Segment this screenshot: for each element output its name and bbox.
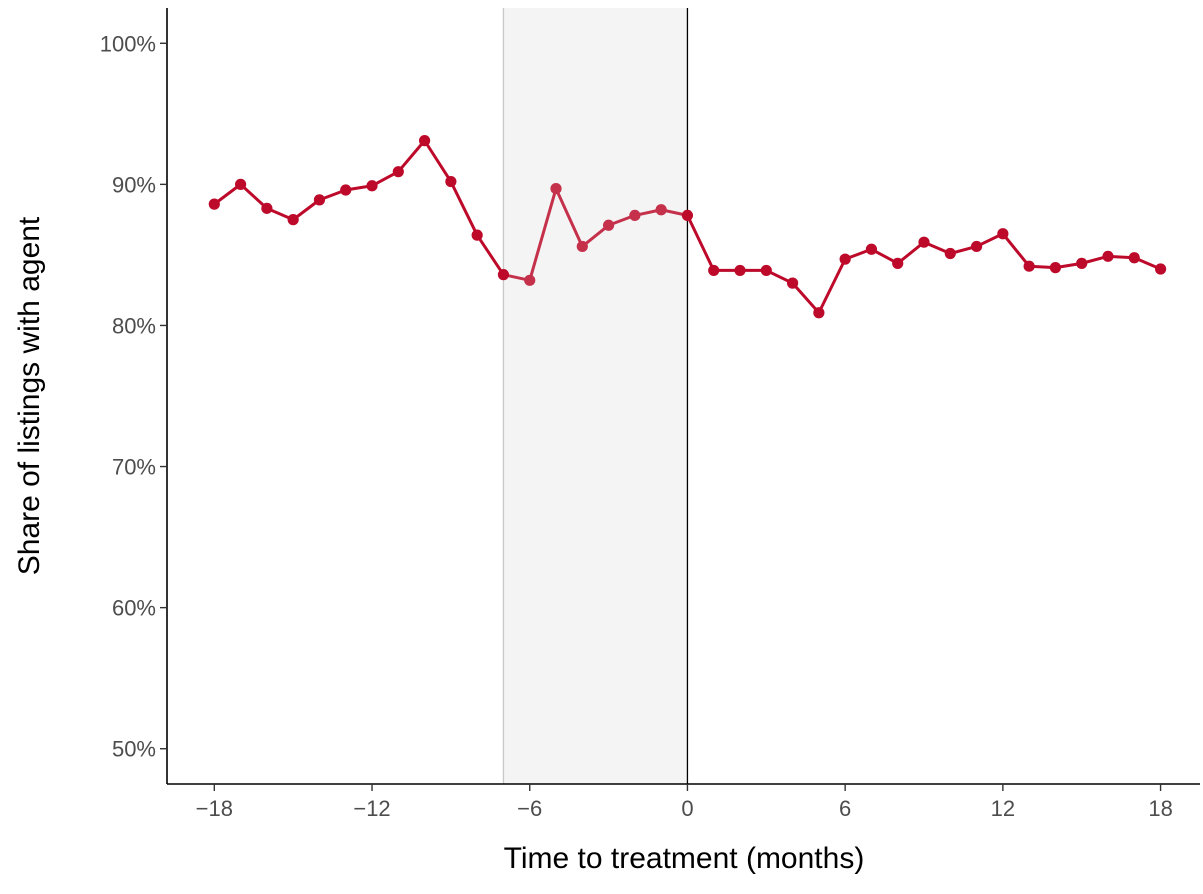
data-point xyxy=(786,277,799,289)
data-point xyxy=(892,257,904,269)
series-segment xyxy=(791,281,821,315)
series-layer xyxy=(208,135,1167,319)
data-point xyxy=(1049,262,1062,274)
series-segment xyxy=(423,139,453,184)
data-point xyxy=(234,178,247,190)
data-point xyxy=(918,236,930,248)
y-tick-label: 70% xyxy=(112,455,156,480)
data-point xyxy=(445,175,457,188)
x-tick-label: 0 xyxy=(681,796,693,821)
x-tick-label: −12 xyxy=(353,796,390,821)
x-tick-label: −6 xyxy=(517,796,542,821)
data-point xyxy=(708,264,720,277)
data-point xyxy=(418,135,431,147)
data-point xyxy=(1076,257,1088,269)
data-point xyxy=(997,228,1009,240)
x-tick-label: 18 xyxy=(1148,796,1172,821)
data-point xyxy=(760,264,772,277)
data-point xyxy=(497,269,510,281)
data-point xyxy=(865,243,878,255)
x-tick-label: −18 xyxy=(196,796,233,821)
data-point xyxy=(471,229,483,241)
series-segment xyxy=(239,182,269,210)
data-point xyxy=(550,182,562,195)
series-segment xyxy=(580,223,611,248)
data-point xyxy=(208,198,220,210)
data-point xyxy=(655,204,667,216)
data-point xyxy=(313,194,326,206)
y-tick-label: 100% xyxy=(100,31,156,56)
data-point xyxy=(340,184,352,196)
series-segment xyxy=(554,187,584,248)
data-point xyxy=(366,180,378,192)
data-point xyxy=(629,209,641,222)
data-point xyxy=(524,274,536,286)
y-tick-label: 90% xyxy=(112,172,156,197)
data-point xyxy=(839,253,851,265)
x-axis-title: Time to treatment (months) xyxy=(504,842,865,875)
data-point xyxy=(970,240,983,253)
data-point xyxy=(261,202,273,214)
x-tick-label: 12 xyxy=(991,796,1015,821)
data-point xyxy=(813,307,825,319)
data-point xyxy=(576,240,588,253)
data-point xyxy=(944,247,956,260)
shaded-region xyxy=(503,8,688,784)
background-layer xyxy=(502,8,689,784)
series-segment xyxy=(528,187,558,282)
axis-layer: 50% 60% 70% 80% 90% 100% −18 −12 −6 0 6 12 18 xyxy=(100,8,1200,821)
data-point xyxy=(1128,252,1140,264)
y-axis-title: Share of listings with agent xyxy=(13,216,46,575)
y-tick-label: 60% xyxy=(112,596,156,621)
series-segment xyxy=(396,139,427,174)
series-segment xyxy=(685,213,716,272)
data-point xyxy=(602,219,615,231)
y-tick-label: 80% xyxy=(112,313,156,338)
data-point xyxy=(1102,250,1114,262)
data-point xyxy=(1023,260,1035,272)
series-segment xyxy=(475,233,505,277)
data-point xyxy=(287,214,299,226)
series-segment xyxy=(896,240,926,265)
series-segment xyxy=(449,180,479,237)
data-point xyxy=(734,264,746,277)
x-tick-label: 6 xyxy=(839,796,851,821)
series-segment xyxy=(1001,232,1031,268)
y-tick-label: 50% xyxy=(112,737,156,762)
series-segment xyxy=(817,257,847,315)
data-point xyxy=(1154,263,1167,275)
data-point xyxy=(681,209,694,222)
data-point xyxy=(392,166,404,178)
